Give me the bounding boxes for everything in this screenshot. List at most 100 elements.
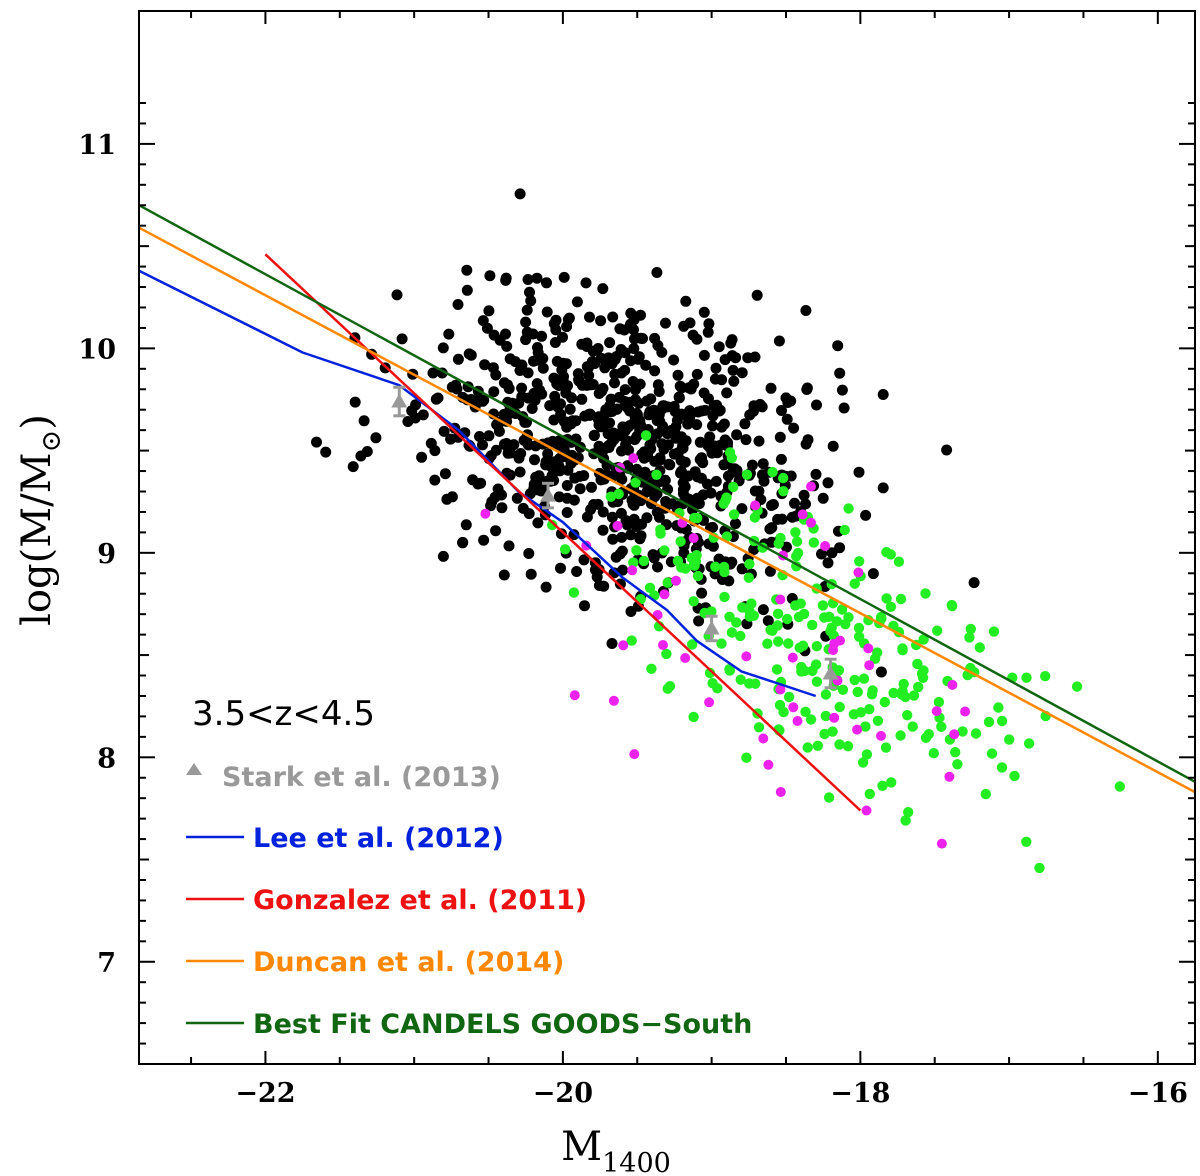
stark-point (822, 665, 839, 680)
data-point (713, 341, 725, 353)
data-point (452, 299, 464, 310)
data-point (704, 667, 716, 679)
data-point (691, 550, 702, 561)
data-point (741, 752, 752, 763)
data-point (836, 384, 848, 396)
data-point (716, 421, 728, 433)
data-point (802, 742, 813, 753)
data-point (736, 503, 748, 515)
data-point (580, 277, 592, 289)
data-point (895, 730, 906, 741)
legend-label: Stark et al. (2013) (222, 762, 501, 793)
data-point (697, 457, 709, 469)
data-point (731, 617, 742, 628)
data-point (629, 749, 640, 760)
data-point (547, 519, 558, 531)
data-point (561, 507, 573, 518)
y-axis-title: log(M/M⊙) (14, 414, 67, 626)
data-point (762, 615, 774, 627)
data-point (570, 415, 582, 427)
data-point (656, 346, 668, 358)
data-point (504, 469, 516, 481)
data-point (661, 648, 672, 660)
data-point (457, 536, 469, 548)
data-point (744, 558, 755, 570)
data-point (549, 337, 561, 348)
data-point (756, 469, 768, 481)
data-point (805, 714, 817, 725)
data-point (483, 430, 495, 442)
data-point (613, 488, 624, 500)
data-point (481, 322, 493, 334)
data-point (1004, 734, 1015, 745)
data-point (679, 456, 691, 468)
data-point (806, 481, 816, 492)
data-point (625, 529, 637, 541)
data-point (771, 664, 783, 675)
data-point (731, 464, 743, 476)
y-axis-title-sub: ⊙ (36, 430, 67, 453)
data-point (691, 419, 703, 431)
data-point (790, 600, 801, 611)
data-point (864, 660, 875, 671)
data-point (689, 466, 701, 478)
data-point (568, 529, 580, 541)
data-point (744, 605, 755, 616)
data-point (872, 647, 883, 658)
legend-label: Lee et al. (2012) (253, 823, 504, 854)
data-point (693, 615, 705, 627)
data-point (741, 651, 752, 662)
data-point (726, 556, 738, 568)
data-point (797, 509, 808, 520)
data-point (616, 445, 627, 457)
data-point (797, 640, 809, 651)
data-point (487, 362, 499, 374)
data-point (707, 420, 718, 432)
y-tick-label: 10 (78, 334, 116, 365)
x-tick-label: −20 (533, 1078, 593, 1109)
data-point (552, 401, 564, 413)
data-point (758, 733, 769, 744)
data-point (653, 511, 665, 523)
x-axis-title: M1400 (561, 1124, 671, 1176)
data-point (597, 382, 609, 394)
duncan-2014-line (138, 226, 1196, 794)
data-point (716, 374, 728, 386)
data-point (514, 466, 526, 478)
data-point (720, 495, 731, 506)
data-point (993, 702, 1004, 713)
data-point (648, 404, 660, 416)
data-point (692, 570, 704, 582)
data-point (724, 447, 736, 458)
data-point (668, 354, 680, 366)
data-point (446, 491, 458, 503)
data-point (427, 367, 439, 379)
data-point (763, 759, 774, 770)
data-point (988, 626, 1000, 637)
data-point (599, 362, 611, 374)
data-point (719, 591, 730, 603)
data-point (627, 376, 639, 387)
data-point (876, 730, 886, 741)
data-point (498, 569, 510, 581)
data-point (550, 314, 562, 326)
data-point (852, 686, 863, 698)
data-point (893, 556, 905, 567)
data-point (602, 440, 614, 452)
data-point (698, 349, 710, 361)
data-point (451, 383, 463, 395)
data-point (881, 593, 892, 604)
data-point (531, 378, 543, 390)
data-point (792, 547, 804, 559)
data-point (677, 484, 689, 496)
data-point (880, 742, 892, 753)
data-point (524, 286, 535, 298)
data-point (391, 289, 403, 301)
legend-label: Gonzalez et al. (2011) (253, 885, 587, 916)
data-point (361, 446, 373, 457)
plot-background (139, 11, 1195, 1064)
data-point (812, 740, 823, 751)
data-point (867, 568, 879, 580)
data-point (725, 337, 737, 349)
data-point (820, 541, 831, 551)
